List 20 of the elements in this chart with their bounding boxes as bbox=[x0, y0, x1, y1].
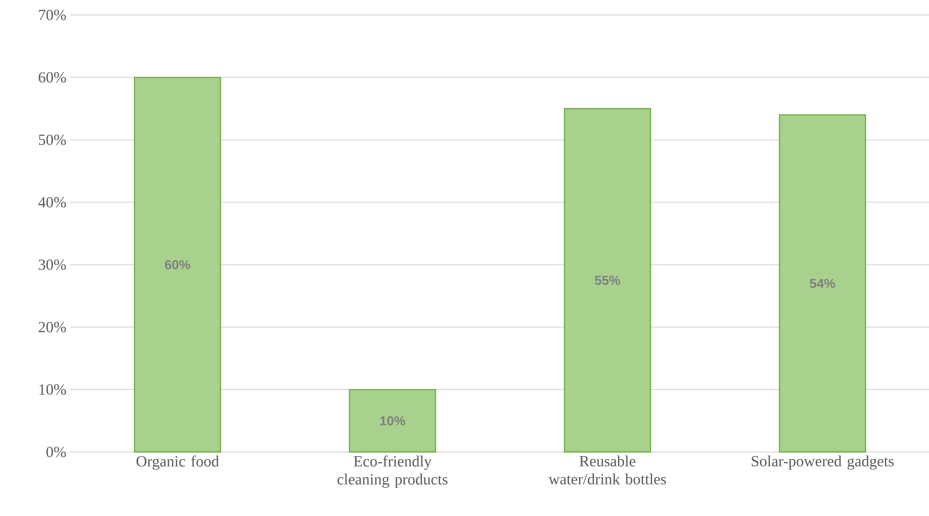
x-tick-label: Eco-friendly cleaning products bbox=[338, 456, 448, 488]
y-tick-label: 20% bbox=[38, 322, 66, 332]
y-tick-label: 10% bbox=[39, 384, 66, 395]
data-label: 54% bbox=[810, 278, 836, 288]
y-tick-label: 0% bbox=[46, 446, 66, 458]
bar bbox=[134, 76, 222, 453]
data-label: 55% bbox=[594, 276, 620, 285]
x-tick-label: Reusable water/drink bottles bbox=[548, 456, 666, 484]
bar bbox=[778, 114, 866, 453]
data-label: 60% bbox=[164, 260, 190, 270]
y-tick-label: 70% bbox=[39, 10, 66, 20]
bar bbox=[348, 388, 436, 453]
y-tick-label: 60% bbox=[38, 72, 66, 83]
bar bbox=[564, 108, 652, 453]
x-tick-label: Organic food bbox=[136, 456, 219, 470]
y-tick-label: 50% bbox=[38, 134, 66, 146]
data-label: 10% bbox=[380, 416, 406, 426]
y-tick-label: 30% bbox=[38, 259, 66, 270]
y-tick-label: 40% bbox=[38, 197, 66, 208]
x-tick-label: Solar-powered gadgets bbox=[752, 456, 894, 470]
